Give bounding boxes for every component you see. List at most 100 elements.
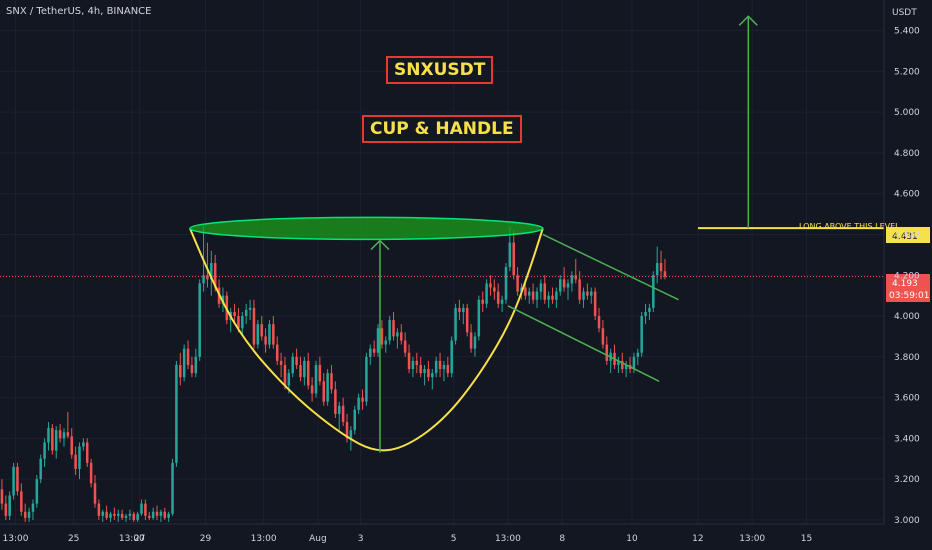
candle-body [322, 381, 326, 402]
candle-body [163, 511, 167, 518]
candle-body [132, 513, 136, 520]
candle-body [458, 307, 461, 312]
pattern-overlays [0, 15, 884, 453]
candle-body [527, 291, 531, 296]
candle-body [144, 503, 147, 516]
candle-body [345, 422, 349, 439]
candle-body [310, 385, 314, 394]
candle-body [12, 466, 15, 496]
candle-body [434, 360, 438, 374]
candle-body [636, 352, 640, 357]
cup-curve [189, 227, 544, 452]
candle-body [287, 373, 291, 386]
candle-body [8, 495, 11, 516]
candle-body [0, 489, 4, 504]
price-tick-label: 5.400 [894, 27, 920, 37]
candle-body [361, 397, 364, 402]
time-tick-label: 13:00 [119, 534, 145, 544]
candle-body [283, 364, 287, 386]
candle-body [369, 348, 372, 357]
candle-body [244, 309, 248, 317]
candle-body [43, 442, 46, 459]
candle-body [70, 436, 73, 455]
cup-depth-arrow-head [370, 239, 390, 251]
price-tick-label: 4.200 [894, 271, 920, 281]
candle-body [655, 263, 659, 276]
candle-body [27, 511, 31, 518]
candle-body [605, 344, 609, 361]
candle-body [590, 291, 593, 296]
candle-body [264, 336, 267, 345]
candle-body [570, 275, 574, 284]
time-tick-label: 25 [68, 534, 79, 544]
candle-body [380, 328, 384, 345]
time-tick-label: 3 [358, 534, 364, 544]
ticker-title-box: SNXUSDT [386, 56, 494, 84]
candle-body [260, 324, 263, 337]
candle-body [186, 348, 190, 365]
candle-body [555, 291, 558, 300]
candle-body [593, 291, 597, 317]
candle-body [578, 279, 581, 300]
candle-body [462, 307, 465, 312]
candle-body [493, 287, 496, 292]
candle-body [659, 263, 663, 272]
candle-body [520, 287, 523, 292]
candle-body [508, 242, 512, 268]
candle-body [35, 479, 39, 504]
candle-body [182, 348, 186, 378]
candle-body [400, 332, 403, 341]
candle-body [179, 364, 182, 378]
candle-body [450, 340, 453, 374]
candle-body [365, 356, 368, 402]
candle-body [20, 491, 23, 512]
candle-body [279, 360, 283, 365]
time-tick-label: 13:00 [739, 534, 765, 544]
candle-body [105, 511, 108, 518]
candle-body [291, 356, 294, 374]
candle-body [303, 360, 306, 378]
candle-body [574, 275, 578, 280]
candle-body [198, 283, 201, 357]
candle-body [473, 336, 477, 349]
candle-body [275, 344, 279, 361]
candle-body [194, 356, 198, 374]
candle-body [485, 283, 488, 304]
candle-body [136, 513, 139, 520]
candle-body [120, 513, 124, 518]
time-tick-label: Aug [309, 534, 327, 544]
time-tick-label: 27 [134, 534, 145, 544]
candle-body [558, 279, 562, 292]
candle-body [431, 373, 434, 378]
candle-body [252, 307, 256, 345]
candle-body [496, 291, 500, 304]
current-price-label: 4.193 03:59:01 [886, 274, 930, 302]
candle-body [221, 295, 225, 304]
candle-body [272, 324, 275, 345]
price-axis-unit: USDT [892, 8, 917, 18]
candle-body [62, 432, 66, 439]
candle-body [341, 405, 345, 423]
candle-body [171, 462, 174, 514]
candle-body [349, 430, 353, 439]
candles [0, 226, 667, 522]
candle-body [601, 328, 605, 345]
candle-body [353, 409, 357, 431]
candle-body [4, 503, 8, 516]
candle-body [543, 283, 547, 300]
handle-lower-line [507, 305, 660, 382]
candle-body [155, 511, 159, 516]
candle-body [241, 316, 244, 329]
candle-body [465, 307, 469, 333]
candle-body [31, 503, 35, 512]
candle-body [663, 271, 667, 277]
candle-body [500, 299, 504, 304]
candle-body [384, 340, 388, 345]
candle-body [248, 307, 252, 310]
candle-body [54, 430, 58, 451]
price-tick-label: 3.800 [894, 353, 920, 363]
current-price-label-bg [886, 274, 930, 302]
candle-body [504, 267, 508, 300]
candle-body [334, 389, 337, 414]
